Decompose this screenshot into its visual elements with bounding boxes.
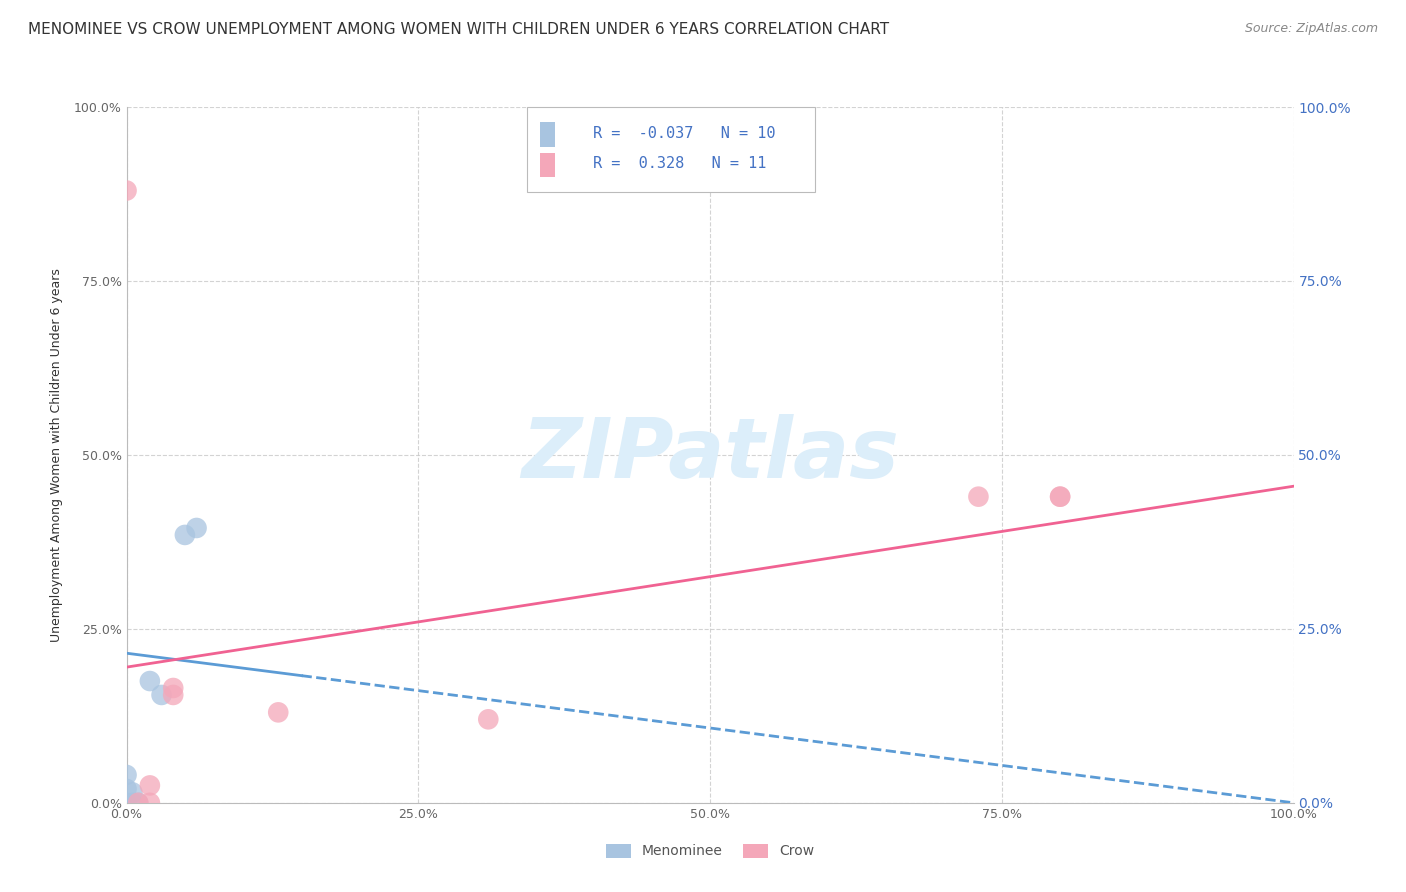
Point [967, 490, 990, 504]
Point [477, 712, 499, 726]
Point [115, 796, 138, 810]
Point [139, 778, 162, 792]
Point [162, 688, 184, 702]
Text: ZIPatlas: ZIPatlas [522, 415, 898, 495]
Point [127, 796, 149, 810]
Point [186, 521, 208, 535]
Y-axis label: Unemployment Among Women with Children Under 6 years: Unemployment Among Women with Children U… [49, 268, 63, 642]
Legend: Menominee, Crow: Menominee, Crow [599, 837, 821, 865]
Point [139, 674, 162, 689]
Point [115, 768, 138, 782]
Point [127, 796, 149, 810]
Point [162, 681, 184, 695]
Point [139, 796, 162, 810]
Point [1049, 490, 1071, 504]
Point [115, 184, 138, 198]
Point [267, 706, 290, 720]
Point [115, 781, 138, 796]
Point [174, 528, 197, 542]
Text: R =  0.328   N = 11: R = 0.328 N = 11 [593, 156, 766, 171]
Point [121, 796, 143, 810]
Point [150, 688, 173, 702]
Text: MENOMINEE VS CROW UNEMPLOYMENT AMONG WOMEN WITH CHILDREN UNDER 6 YEARS CORRELATI: MENOMINEE VS CROW UNEMPLOYMENT AMONG WOM… [28, 22, 889, 37]
Point [1049, 490, 1071, 504]
Point [121, 785, 143, 799]
Text: Source: ZipAtlas.com: Source: ZipAtlas.com [1244, 22, 1378, 36]
Text: R =  -0.037   N = 10: R = -0.037 N = 10 [593, 126, 776, 141]
